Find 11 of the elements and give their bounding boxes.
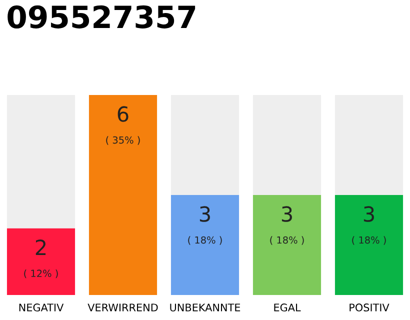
data-label: 3 ( 18% ) bbox=[188, 206, 222, 245]
x-tick-label: POSITIV bbox=[350, 304, 390, 312]
data-label: 3 ( 18% ) bbox=[352, 206, 386, 245]
data-label: 2 ( 12% ) bbox=[24, 239, 58, 278]
x-tick-label: NEGATIV bbox=[19, 304, 64, 312]
data-label: 6 ( 35% ) bbox=[106, 106, 140, 145]
x-tick-label: UNBEKANNTE bbox=[170, 304, 240, 312]
x-tick-label: EGAL bbox=[274, 304, 301, 312]
chart-title: 095527357 bbox=[8, 5, 196, 28]
data-label: 3 ( 18% ) bbox=[270, 206, 304, 245]
x-tick-label: VERWIRREND bbox=[88, 304, 158, 312]
